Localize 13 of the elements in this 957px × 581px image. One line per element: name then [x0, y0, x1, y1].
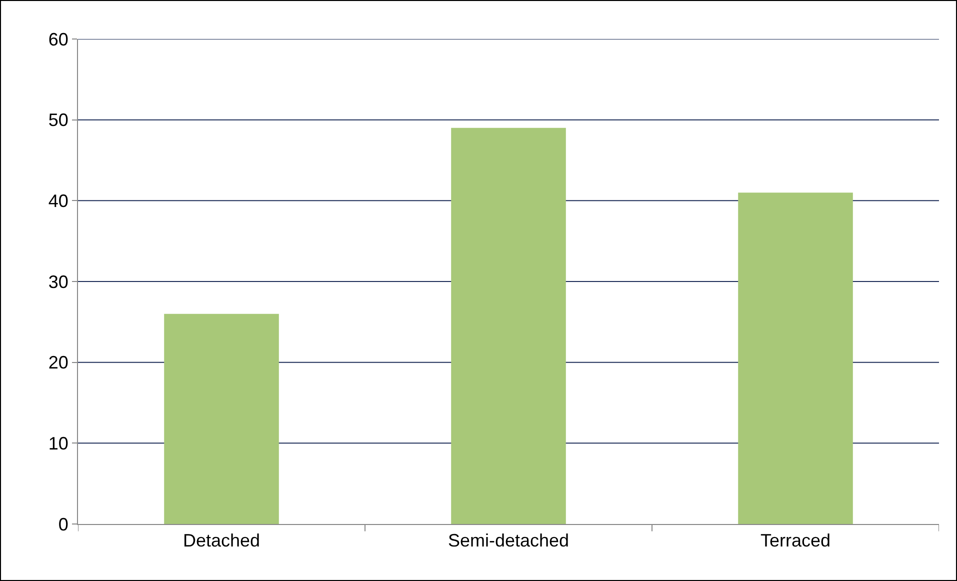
y-tick-label: 30: [48, 272, 68, 292]
bar: [738, 192, 853, 524]
y-tick-label: 10: [48, 433, 68, 454]
y-tick-label: 20: [48, 352, 68, 373]
bar: [164, 314, 279, 524]
y-tick-label: 0: [58, 514, 68, 534]
y-tick-label: 40: [48, 190, 68, 211]
bar: [451, 128, 566, 524]
y-tick-label: 60: [48, 29, 68, 50]
y-tick-label: 50: [48, 110, 68, 130]
x-tick-label: Detached: [182, 530, 260, 551]
x-tick-label: Semi-detached: [448, 530, 570, 551]
x-tick-label: Terraced: [760, 530, 831, 551]
